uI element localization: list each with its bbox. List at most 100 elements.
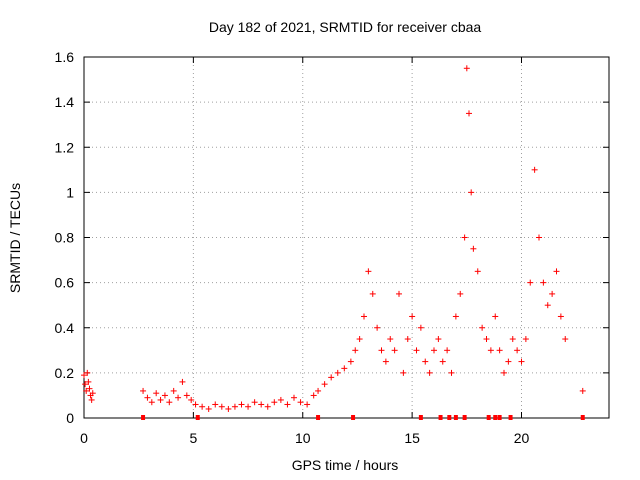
- gap-marker: [497, 415, 502, 420]
- data-point: [347, 358, 354, 365]
- data-point: [391, 347, 398, 354]
- y-axis-label: SRMTID / TECUs: [7, 183, 23, 293]
- data-point: [452, 313, 459, 320]
- data-point: [540, 279, 547, 286]
- gap-marker: [438, 415, 443, 420]
- data-point: [463, 65, 470, 72]
- data-point: [86, 385, 93, 392]
- data-point: [501, 369, 507, 376]
- y-tick-label: 1.6: [55, 49, 75, 65]
- data-point: [85, 378, 92, 385]
- data-point: [361, 313, 367, 320]
- data-point: [422, 358, 429, 365]
- gap-marker: [316, 415, 321, 420]
- data-point: [505, 358, 512, 365]
- data-point: [509, 336, 516, 343]
- data-point: [291, 394, 297, 401]
- data-point: [549, 290, 556, 297]
- y-tick-label: 1: [66, 184, 74, 200]
- data-point: [356, 336, 363, 343]
- data-point: [413, 347, 420, 354]
- data-point: [461, 234, 468, 241]
- data-point: [396, 290, 402, 297]
- data-point: [562, 336, 569, 343]
- data-point: [439, 358, 446, 365]
- chart-title: Day 182 of 2021, SRMTID for receiver cba…: [209, 19, 482, 35]
- data-point: [492, 313, 499, 320]
- data-point: [321, 381, 328, 388]
- gap-marker: [453, 415, 458, 420]
- data-point: [544, 302, 551, 309]
- data-point: [218, 403, 225, 410]
- data-point: [496, 347, 503, 354]
- data-point: [522, 336, 529, 343]
- data-point: [264, 403, 271, 410]
- data-point: [157, 396, 164, 403]
- y-tick-label: 1.4: [55, 94, 75, 110]
- y-tick-label: 0.4: [55, 320, 75, 336]
- data-point: [284, 401, 291, 408]
- data-point: [474, 268, 481, 275]
- data-point: [225, 405, 232, 412]
- data-point: [212, 401, 219, 408]
- x-tick-label: 15: [404, 430, 420, 446]
- data-point: [88, 396, 95, 403]
- data-point: [518, 358, 525, 365]
- data-point: [378, 347, 385, 354]
- data-point: [231, 403, 238, 410]
- data-point: [328, 374, 335, 381]
- gap-markers: [141, 415, 585, 420]
- data-point: [199, 403, 206, 410]
- data-point: [82, 381, 89, 388]
- data-point: [553, 268, 560, 275]
- data-point: [153, 390, 160, 397]
- data-point: [192, 401, 199, 408]
- y-tick-label: 0.2: [55, 365, 75, 381]
- data-point: [536, 234, 542, 241]
- x-tick-label: 5: [189, 430, 197, 446]
- data-point: [365, 268, 372, 275]
- data-point: [83, 387, 90, 394]
- data-point: [89, 390, 96, 397]
- data-point: [251, 399, 258, 406]
- data-point: [170, 387, 177, 394]
- data-points: [81, 65, 586, 412]
- data-point: [161, 392, 168, 399]
- data-point: [470, 245, 477, 252]
- data-point: [183, 392, 190, 399]
- plot-frame: [83, 56, 610, 419]
- data-point: [382, 358, 389, 365]
- data-point: [457, 290, 464, 297]
- data-point: [277, 396, 284, 403]
- data-point: [431, 347, 437, 354]
- data-point: [444, 347, 451, 354]
- data-point: [205, 405, 212, 412]
- data-point: [483, 336, 490, 343]
- data-point: [258, 401, 265, 408]
- x-axis-label: GPS time / hours: [292, 457, 399, 473]
- data-point: [175, 394, 182, 401]
- data-point: [374, 324, 381, 331]
- data-point: [271, 399, 278, 406]
- data-point: [148, 399, 155, 406]
- data-point: [297, 399, 304, 406]
- data-point: [448, 369, 455, 376]
- y-tick-label: 0: [66, 410, 74, 426]
- data-point: [466, 110, 472, 117]
- data-point: [531, 166, 538, 173]
- data-point: [144, 394, 151, 401]
- data-point: [479, 324, 486, 331]
- data-point: [166, 399, 173, 406]
- axis-ticks: 0 0.2 0.4 0.6 0.8 1 1.2 1.4 1.6 0 5 10 15 20: [55, 49, 609, 446]
- data-point: [315, 387, 322, 394]
- data-point: [334, 369, 341, 376]
- data-point: [81, 372, 87, 379]
- data-point: [435, 336, 442, 343]
- data-point: [409, 313, 416, 320]
- y-tick-label: 1.2: [55, 139, 75, 155]
- gap-marker: [447, 415, 452, 420]
- data-point: [400, 369, 407, 376]
- data-point: [417, 324, 424, 331]
- data-point: [238, 401, 245, 408]
